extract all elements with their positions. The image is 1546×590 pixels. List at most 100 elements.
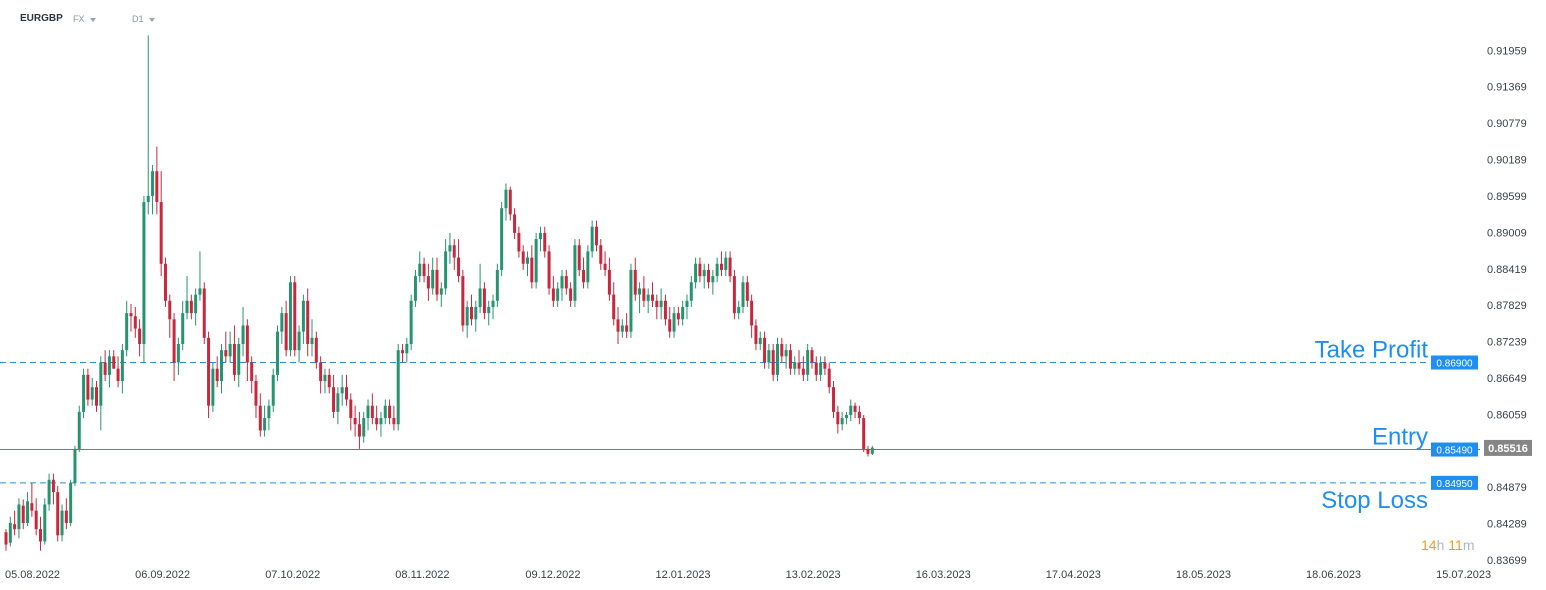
candle: [379, 411, 383, 437]
timeframe-dropdown[interactable]: D1: [132, 14, 155, 24]
candle: [306, 288, 310, 357]
candle: [573, 239, 577, 307]
candle-body: [745, 282, 749, 301]
candle-body: [198, 288, 202, 295]
candle-body: [857, 411, 861, 419]
candle-body: [418, 263, 422, 277]
x-tick-label: 06.09.2022: [135, 569, 190, 581]
market-dropdown[interactable]: FX: [73, 14, 96, 24]
candle: [349, 393, 353, 431]
candle: [21, 499, 25, 530]
candle-body: [168, 300, 172, 320]
candle-body: [146, 195, 150, 203]
level-price-label: 0.84950: [1436, 479, 1473, 490]
candle: [284, 300, 288, 357]
candle-body: [357, 424, 361, 437]
time-axis[interactable]: 05.08.2022 06.09.2022 07.10.2022 08.11.2022…: [5, 569, 1491, 581]
timeframe-label: D1: [132, 14, 144, 24]
candle-body: [827, 368, 831, 388]
candle-body: [228, 343, 232, 357]
candle-body: [594, 226, 598, 246]
candle: [185, 276, 189, 320]
candle-body: [668, 319, 672, 332]
candle: [267, 399, 271, 431]
candle-body: [715, 263, 719, 277]
candle-body: [332, 387, 336, 412]
candle: [758, 331, 762, 351]
candle: [401, 343, 405, 363]
candle-body: [676, 313, 680, 320]
chevron-down-icon: [148, 17, 155, 22]
candle: [224, 331, 228, 363]
candle-body: [284, 313, 288, 351]
candle: [663, 294, 667, 326]
candle: [849, 399, 853, 422]
candle: [232, 325, 236, 382]
candle: [13, 510, 17, 536]
candle: [547, 245, 551, 295]
candle-body: [590, 226, 594, 252]
candle: [353, 405, 357, 437]
candle-body: [13, 524, 17, 530]
candle-body: [116, 368, 120, 382]
candle-body: [401, 350, 405, 354]
candle-body: [457, 257, 461, 277]
candle-body: [724, 257, 728, 270]
candle-body: [310, 337, 314, 344]
candle: [737, 300, 741, 320]
candle-body: [448, 245, 452, 252]
candle-body: [452, 245, 456, 258]
level-price-label: 0.86900: [1436, 359, 1473, 370]
candle: [651, 282, 654, 307]
candle-body: [625, 325, 629, 332]
candle: [228, 331, 232, 363]
candle-body: [543, 232, 547, 252]
candle-body: [51, 479, 55, 493]
candle: [482, 282, 486, 320]
candle-body: [849, 405, 853, 415]
candle-body: [30, 503, 34, 511]
candle-body: [767, 350, 771, 363]
candle: [77, 405, 81, 452]
candle-body: [280, 313, 284, 332]
candle-body: [461, 276, 465, 326]
candle: [452, 239, 456, 270]
candle: [168, 294, 172, 338]
candle: [435, 257, 439, 301]
candle-body: [672, 313, 676, 332]
candle: [30, 482, 34, 517]
candle-body: [392, 418, 396, 425]
candle-body: [728, 257, 732, 277]
candle-body: [651, 294, 654, 301]
price-labels: Take Profit 0.86900 Entry 0.85490 Stop Loss 0…: [1315, 337, 1532, 514]
candle: [607, 257, 611, 301]
candle-body: [95, 387, 99, 406]
candle-body: [599, 245, 603, 264]
candle: [586, 245, 590, 289]
candle: [594, 220, 598, 252]
candle: [504, 183, 508, 221]
candle: [767, 343, 771, 369]
candle: [478, 263, 482, 314]
candle: [806, 343, 810, 382]
candle-body: [741, 282, 745, 307]
x-tick-label: 08.11.2022: [395, 569, 449, 581]
candle: [237, 337, 241, 388]
candle-body: [4, 532, 8, 545]
candle: [741, 276, 745, 314]
candle-body: [616, 319, 620, 332]
candle-body: [43, 504, 47, 542]
symbol-name[interactable]: EURGBP: [20, 13, 63, 24]
countdown-hours-unit: h: [1436, 537, 1445, 553]
candle-body: [431, 269, 435, 289]
price-axis[interactable]: 0.91959 0.91369 0.90779 0.90189 0.89599 0.890…: [1487, 45, 1527, 567]
candle: [689, 276, 693, 307]
candle-body: [577, 245, 581, 270]
candle: [465, 300, 469, 338]
candle-body: [26, 501, 30, 523]
candle: [629, 263, 633, 338]
candle-body: [99, 362, 103, 406]
candle: [659, 288, 663, 320]
y-tick-label: 0.89009: [1487, 227, 1527, 239]
